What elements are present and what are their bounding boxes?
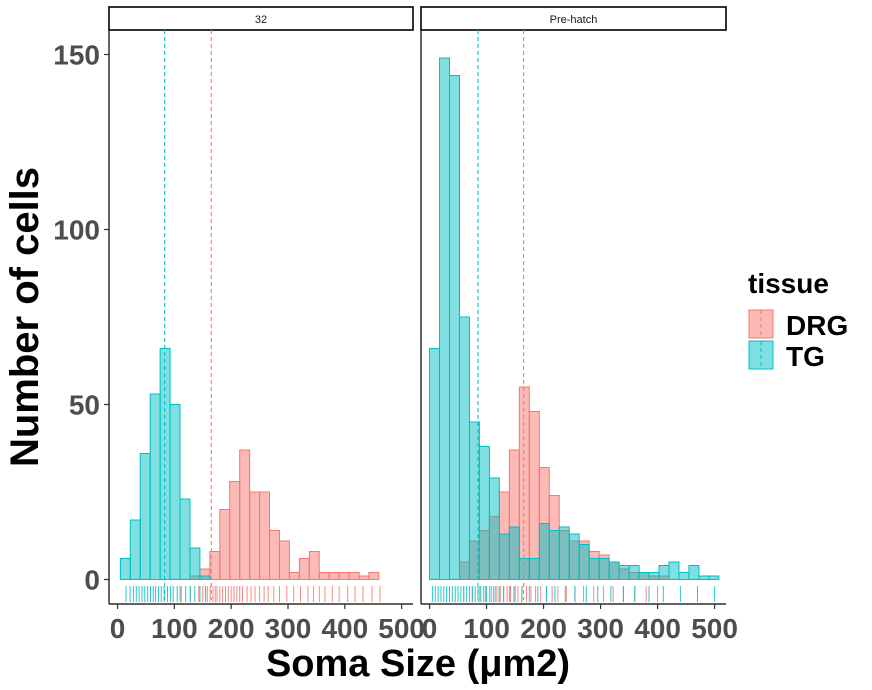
bar-tg: [548, 530, 560, 580]
bar-tg: [528, 558, 540, 580]
bar-tg: [618, 565, 630, 580]
bar-tg: [708, 575, 720, 580]
rug-drg: [463, 586, 659, 602]
bar-tg: [478, 446, 490, 580]
bar-tg: [608, 561, 620, 580]
bar-tg: [498, 533, 510, 580]
x-tick-label: 300: [265, 613, 312, 644]
bar-drg: [288, 572, 300, 580]
x-tick-label: 100: [151, 613, 198, 644]
bar-drg: [278, 540, 290, 580]
bar-drg: [328, 572, 340, 580]
bar-tg: [668, 561, 680, 580]
x-tick-label: 400: [321, 613, 368, 644]
bar-tg: [648, 572, 660, 580]
bar-tg: [658, 565, 670, 580]
series-tg: [429, 57, 720, 580]
bar-drg: [368, 572, 380, 580]
x-tick-label: 500: [691, 613, 738, 644]
x-tick-label: 500: [378, 613, 425, 644]
bar-tg: [169, 404, 181, 580]
bar-tg: [449, 75, 460, 580]
rug-tg: [431, 586, 716, 602]
bar-tg: [628, 565, 640, 580]
bar-tg: [638, 572, 650, 580]
bar-tg: [439, 57, 451, 580]
legend-item-drg: DRG: [748, 309, 848, 341]
x-tick-label: 400: [634, 613, 681, 644]
legend-label: TG: [786, 341, 825, 372]
x-tick-label: 200: [520, 613, 567, 644]
bar-tg: [429, 348, 441, 580]
bar-tg: [538, 523, 550, 580]
facet-strip: [108, 6, 414, 31]
series-drg: [189, 449, 380, 580]
bar-tg: [688, 565, 700, 580]
bar-drg: [298, 558, 310, 580]
bar-tg: [189, 547, 201, 580]
bar-tg: [508, 526, 520, 580]
x-tick-label: 300: [577, 613, 624, 644]
bar-drg: [308, 551, 320, 580]
bar-tg: [698, 575, 710, 580]
bar-tg: [119, 558, 131, 580]
x-tick-label: 100: [463, 613, 510, 644]
bar-drg: [528, 411, 540, 580]
y-tick-label: 150: [53, 40, 100, 71]
bar-drg: [318, 572, 330, 580]
bar-drg: [269, 530, 280, 580]
x-tick-label: 200: [208, 613, 255, 644]
rug-tg: [125, 586, 207, 602]
bar-tg: [488, 477, 500, 580]
facet-strip: [420, 6, 727, 31]
bar-drg: [348, 572, 360, 580]
facet-strip-label: Pre-hatch: [550, 14, 598, 26]
bar-tg: [558, 526, 570, 580]
bar-tg: [598, 558, 610, 580]
bar-tg: [149, 393, 161, 580]
bar-drg: [358, 575, 370, 580]
bar-tg: [578, 544, 590, 580]
y-tick-label: 0: [84, 565, 100, 596]
bar-tg: [588, 558, 600, 580]
bar-drg: [229, 481, 241, 580]
x-tick-label: 0: [110, 613, 126, 644]
bar-drg: [249, 491, 261, 580]
y-tick-label: 100: [53, 215, 100, 246]
bar-drg: [239, 449, 251, 580]
bar-tg: [179, 498, 191, 580]
bar-drg: [259, 491, 271, 580]
bar-tg: [458, 316, 470, 580]
x-axis-title: Soma Size (μm2): [266, 643, 570, 685]
bar-drg: [219, 509, 231, 580]
rug-drg: [179, 586, 381, 602]
bar-tg: [678, 572, 690, 580]
panel-2: Pre-hatch 0 100 200 300 400 500: [420, 6, 738, 644]
panel-1: 32 0 100 200 300 400 500: [108, 6, 425, 644]
bar-drg: [518, 386, 530, 580]
bar-tg: [129, 519, 141, 580]
legend-label: DRG: [786, 310, 848, 341]
bar-tg: [568, 533, 580, 580]
y-axis-title: Number of cells: [3, 167, 47, 467]
legend-item-tg: TG: [748, 340, 825, 372]
facet-strip-label: 32: [255, 14, 267, 26]
bar-drg: [338, 572, 350, 580]
bar-tg: [199, 575, 211, 580]
bar-tg: [518, 558, 530, 580]
x-tick-label: 0: [422, 613, 438, 644]
y-tick-label: 50: [69, 390, 100, 421]
legend-title: tissue: [748, 268, 829, 299]
panels-layer: 0 50 100 150 32 0 100 200 300 400 500 Pre-hatch 0 100…: [53, 6, 738, 644]
bar-tg: [139, 453, 151, 580]
